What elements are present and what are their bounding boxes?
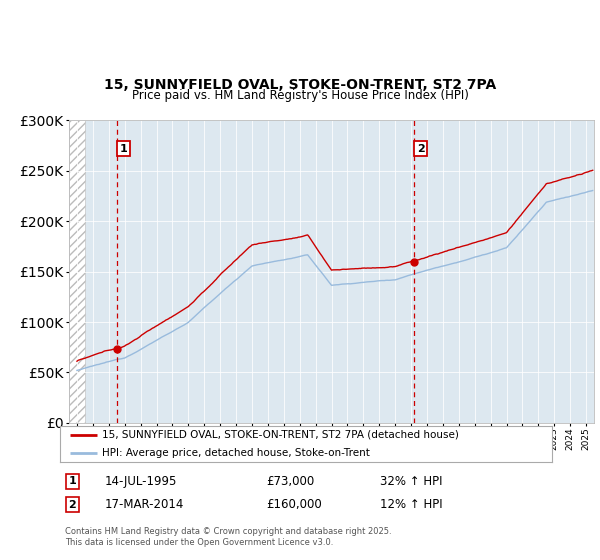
Text: 2: 2 bbox=[417, 143, 425, 153]
Text: £73,000: £73,000 bbox=[266, 475, 315, 488]
Text: Contains HM Land Registry data © Crown copyright and database right 2025.
This d: Contains HM Land Registry data © Crown c… bbox=[65, 527, 392, 547]
Text: 1: 1 bbox=[120, 143, 128, 153]
Text: 15, SUNNYFIELD OVAL, STOKE-ON-TRENT, ST2 7PA: 15, SUNNYFIELD OVAL, STOKE-ON-TRENT, ST2… bbox=[104, 78, 496, 92]
Text: 14-JUL-1995: 14-JUL-1995 bbox=[104, 475, 176, 488]
Text: 1: 1 bbox=[68, 477, 76, 487]
Text: £160,000: £160,000 bbox=[266, 498, 322, 511]
Text: 15, SUNNYFIELD OVAL, STOKE-ON-TRENT, ST2 7PA (detached house): 15, SUNNYFIELD OVAL, STOKE-ON-TRENT, ST2… bbox=[102, 430, 458, 440]
Text: 32% ↑ HPI: 32% ↑ HPI bbox=[380, 475, 442, 488]
Bar bbox=[69, 120, 85, 423]
Text: 17-MAR-2014: 17-MAR-2014 bbox=[104, 498, 184, 511]
Text: Price paid vs. HM Land Registry's House Price Index (HPI): Price paid vs. HM Land Registry's House … bbox=[131, 89, 469, 102]
Text: 12% ↑ HPI: 12% ↑ HPI bbox=[380, 498, 442, 511]
Text: HPI: Average price, detached house, Stoke-on-Trent: HPI: Average price, detached house, Stok… bbox=[102, 448, 370, 458]
Text: 2: 2 bbox=[68, 500, 76, 510]
